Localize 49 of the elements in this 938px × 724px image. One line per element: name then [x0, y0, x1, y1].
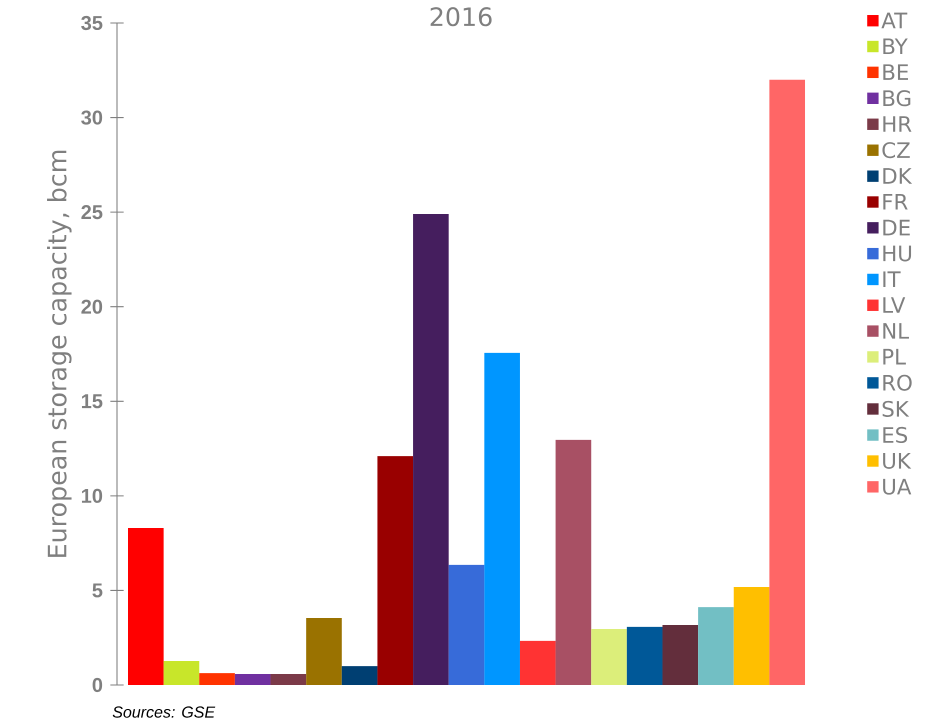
legend-label: DK: [883, 168, 912, 184]
y-tick-label: 25: [81, 205, 102, 220]
bar: [448, 564, 484, 685]
legend-label: SK: [882, 400, 910, 417]
source-note: Sources: GSE: [112, 706, 216, 718]
y-tick-label: 20: [81, 300, 102, 314]
chart-title: 2016: [430, 7, 492, 26]
bar: [698, 607, 734, 685]
legend-label: DE: [883, 220, 910, 236]
legend-label: UA: [883, 478, 912, 495]
legend-label: AT: [881, 12, 908, 28]
legend-label: HR: [883, 116, 912, 132]
legend-label: BE: [883, 64, 908, 80]
legend-label: BY: [883, 38, 908, 54]
bar: [662, 625, 698, 685]
y-tick-label: 5: [92, 583, 102, 598]
bar: [164, 660, 200, 685]
bar: [591, 629, 627, 685]
legend-label: UK: [883, 453, 912, 469]
legend-label: FR: [883, 194, 908, 210]
y-tick-label: 0: [92, 678, 102, 692]
legend-label: LV: [883, 297, 906, 313]
bar: [306, 618, 342, 685]
bar: [769, 80, 806, 685]
bar: [270, 674, 306, 685]
bar: [128, 528, 164, 685]
bar: [734, 587, 770, 685]
legend-label: HU: [883, 246, 912, 262]
bar: [199, 673, 235, 685]
bar: [342, 666, 378, 685]
y-tick-label: 15: [82, 394, 102, 408]
bar: [413, 214, 449, 685]
y-tick-label: 10: [82, 488, 102, 503]
bar: [626, 626, 662, 685]
legend-label: BG: [883, 90, 910, 106]
legend-label: IT: [883, 271, 901, 287]
y-axis-title: European storage capacity, bcm: [47, 150, 72, 557]
legend-label: ES: [883, 426, 908, 444]
bar: [556, 440, 592, 685]
legend-label: CZ: [882, 142, 910, 158]
legend-label: RO: [883, 374, 912, 391]
y-tick-label: 35: [81, 16, 102, 30]
legend-label: PL: [883, 348, 906, 364]
bar: [484, 352, 520, 685]
bar: [234, 674, 271, 685]
legend-label: NL: [883, 323, 909, 339]
bar: [377, 456, 414, 685]
bar: [520, 640, 556, 685]
y-tick-label: 30: [81, 110, 102, 125]
